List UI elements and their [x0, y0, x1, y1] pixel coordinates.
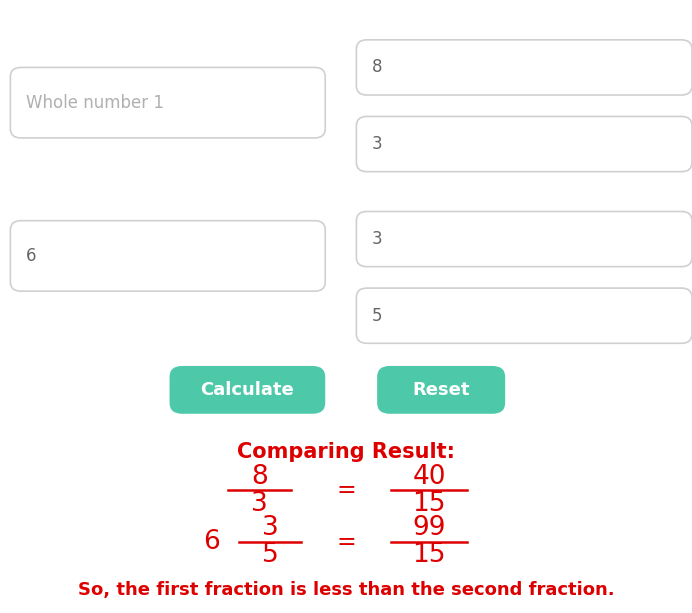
Text: =: = [336, 530, 356, 554]
Text: 3: 3 [372, 230, 382, 248]
Text: Comparing Result:: Comparing Result: [237, 443, 455, 462]
Text: 5: 5 [372, 306, 382, 325]
Text: Reset: Reset [412, 381, 470, 399]
Text: 40: 40 [412, 464, 446, 490]
Text: 15: 15 [412, 491, 446, 517]
FancyBboxPatch shape [377, 366, 505, 414]
FancyBboxPatch shape [356, 288, 692, 343]
Text: Whole number 1: Whole number 1 [26, 94, 163, 112]
Text: 6: 6 [26, 247, 36, 265]
Text: =: = [336, 478, 356, 503]
Text: 5: 5 [262, 543, 278, 568]
FancyBboxPatch shape [356, 40, 692, 95]
Text: Calculate: Calculate [201, 381, 294, 399]
Text: 6: 6 [203, 529, 219, 555]
Text: 99: 99 [412, 516, 446, 541]
FancyBboxPatch shape [10, 67, 325, 138]
FancyBboxPatch shape [356, 211, 692, 267]
FancyBboxPatch shape [356, 116, 692, 172]
Text: 3: 3 [251, 491, 268, 517]
FancyBboxPatch shape [10, 221, 325, 291]
Text: 3: 3 [372, 135, 382, 153]
FancyBboxPatch shape [170, 366, 325, 414]
Text: 8: 8 [372, 58, 382, 77]
Text: So, the first fraction is less than the second fraction.: So, the first fraction is less than the … [78, 581, 614, 599]
Text: 3: 3 [262, 516, 278, 541]
Text: 8: 8 [251, 464, 268, 490]
Text: 15: 15 [412, 543, 446, 568]
